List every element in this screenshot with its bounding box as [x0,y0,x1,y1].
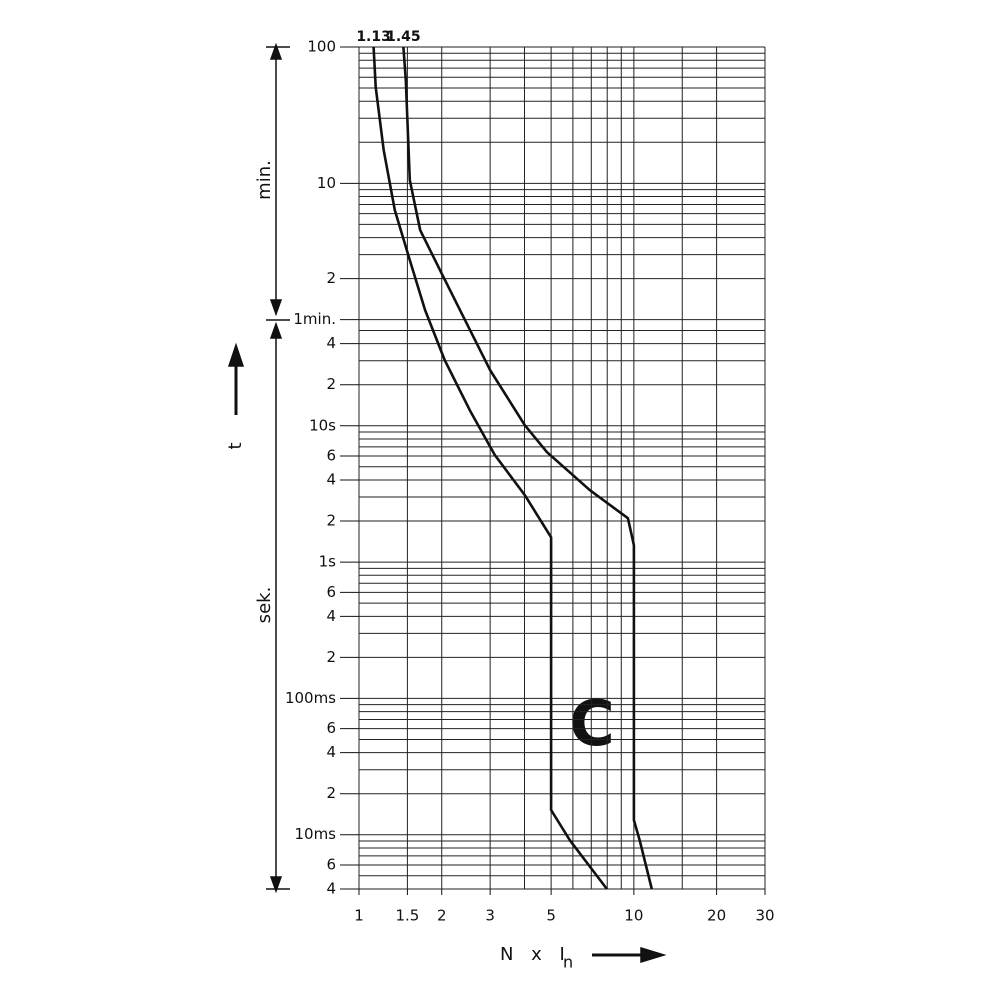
y-tick-label: 6 [326,446,336,464]
y-tick-label: 100 [307,38,336,56]
x-tick-label: 10 [624,907,643,925]
bracket-arrow [269,876,283,894]
y-tick-label: 6 [326,855,336,873]
y-tick-label: 4 [326,334,336,352]
y-tick-label: 2 [326,784,336,802]
y-arrow-head [227,342,245,367]
curve-label: 1.45 [386,29,421,45]
x-tick-label: 5 [546,907,556,925]
y-tick-label: 1min. [293,310,336,328]
curve-label: 1.13 [356,29,391,45]
axis-brackets [227,42,667,964]
x-tick-label: 3 [485,907,495,925]
y-tick-label: 10s [309,416,336,434]
y-axis-label: t [225,442,246,449]
y-tick-label: 2 [326,512,336,530]
y-tick-label: 4 [326,880,336,898]
x-tick-label: 1 [354,907,364,925]
x-arrow-head [640,946,667,964]
y-tick-label: 100ms [285,689,336,707]
trip-curve [402,46,654,890]
bracket-arrow [269,321,283,339]
minutes-label: min. [254,160,275,200]
x-tick-label: 1.5 [395,907,419,925]
x-tick-label: 20 [707,907,726,925]
y-tick-label: 4 [326,607,336,625]
seconds-label: sek. [254,587,275,624]
y-tick-label: 2 [326,269,336,287]
x-tick-label: 2 [437,907,447,925]
bracket-arrow [269,299,283,317]
y-tick-label: 6 [326,583,336,601]
x-axis-label: N x I [500,944,571,965]
y-tick-label: 6 [326,719,336,737]
x-axis-label-subscript: n [563,953,573,972]
bracket-arrow [269,42,283,60]
x-tick-label: 30 [755,907,774,925]
y-tick-label: 10ms [294,825,336,843]
y-tick-label: 4 [326,471,336,489]
y-tick-label: 1s [319,553,337,571]
y-tick-label: 2 [326,375,336,393]
y-tick-label: 4 [326,743,336,761]
y-tick-label: 10 [317,174,336,192]
y-tick-label: 2 [326,648,336,666]
trip-curve [372,46,608,890]
